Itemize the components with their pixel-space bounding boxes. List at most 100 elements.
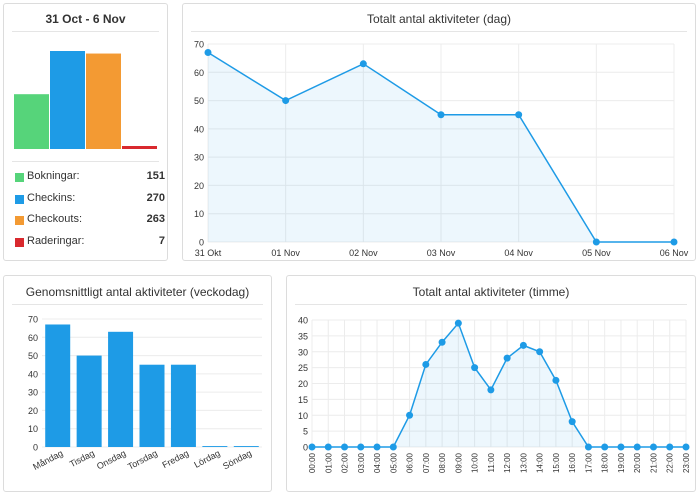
x-tick-label: Söndag xyxy=(221,448,253,471)
legend-value: 7 xyxy=(158,234,165,247)
x-tick-label: 10:00 xyxy=(471,452,480,473)
y-tick-label: 10 xyxy=(28,424,38,434)
y-tick-label: 70 xyxy=(194,40,204,50)
y-tick-label: 25 xyxy=(298,363,308,373)
x-tick-label: 13:00 xyxy=(519,452,528,473)
daily-line-chart: 0 10 20 30 40 50 60 70 31 Okt 01 Nov 02 Nov 03 Nov 0… xyxy=(194,40,689,259)
data-point xyxy=(406,411,414,419)
x-tick-label: 23:00 xyxy=(682,452,691,473)
hourly-line-chart: 0 5 10 15 20 25 30 35 40 00:00 01:00 02:00 03:00 04:0… xyxy=(298,316,691,474)
y-tick-label: 15 xyxy=(298,395,308,405)
weekday-chart-panel: Genomsnittligt antal aktiviteter (veckod… xyxy=(3,275,272,492)
bar-torsdag xyxy=(139,364,165,447)
y-tick-label: 40 xyxy=(298,316,308,326)
bar-checkins xyxy=(50,51,85,149)
data-point xyxy=(592,238,600,246)
daily-chart-panel: Totalt antal aktiviteter (dag) 0 10 20 30 40… xyxy=(182,3,696,261)
data-point xyxy=(584,443,592,451)
legend-label: Checkins: xyxy=(27,191,76,204)
legend-label: Checkouts: xyxy=(27,213,83,225)
y-tick-label: 60 xyxy=(194,68,204,78)
x-tick-label: 14:00 xyxy=(536,452,545,473)
y-tick-label: 40 xyxy=(28,369,38,379)
x-tick-label: 01:00 xyxy=(324,452,333,473)
data-point xyxy=(633,443,641,451)
x-tick-label: Lördag xyxy=(192,448,221,470)
data-point xyxy=(324,443,332,451)
bar-l-rdag xyxy=(202,446,228,447)
legend-row: Checkouts: 263 xyxy=(15,213,165,229)
x-tick-label: 02:00 xyxy=(341,452,350,473)
bar-m-ndag xyxy=(45,324,71,447)
x-tick-label: 21:00 xyxy=(649,452,658,473)
bar-checkouts xyxy=(86,53,121,149)
data-point xyxy=(204,48,212,56)
summary-panel: 31 Oct - 6 Nov Bokningar: 151 Checkins: 270… xyxy=(3,3,168,261)
data-point xyxy=(373,443,381,451)
data-point xyxy=(682,443,690,451)
x-tick-label: 00:00 xyxy=(308,452,317,473)
x-tick-label: 07:00 xyxy=(422,452,431,473)
y-tick-label: 30 xyxy=(298,347,308,357)
legend-value: 270 xyxy=(146,191,165,204)
x-tick-label: 12:00 xyxy=(503,452,512,473)
data-point xyxy=(503,354,511,362)
series-area xyxy=(312,323,686,447)
data-point xyxy=(670,238,678,246)
bar-raderingar xyxy=(122,146,157,149)
x-tick-label: 15:00 xyxy=(552,452,561,473)
y-tick-label: 0 xyxy=(33,443,38,453)
y-tick-label: 70 xyxy=(28,315,38,325)
data-point xyxy=(471,364,479,372)
x-tick-label: 16:00 xyxy=(568,452,577,473)
data-point xyxy=(357,443,365,451)
legend-swatch xyxy=(15,237,24,247)
y-tick-label: 0 xyxy=(199,238,204,248)
legend-swatch xyxy=(15,173,24,182)
data-point xyxy=(666,443,674,451)
legend-row: Checkins: 270 xyxy=(15,192,165,208)
bar-bokningar xyxy=(14,94,49,149)
data-point xyxy=(422,360,430,368)
series-area xyxy=(208,52,674,242)
x-tick-label: Torsdag xyxy=(126,448,159,472)
data-point xyxy=(454,319,462,327)
daily-chart-title: Totalt antal aktiviteter (dag) xyxy=(366,12,512,26)
x-tick-label: 17:00 xyxy=(584,452,593,473)
legend-swatch xyxy=(15,216,24,225)
y-tick-label: 50 xyxy=(194,96,204,106)
data-point xyxy=(341,443,349,451)
x-tick-label: 08:00 xyxy=(438,452,447,473)
y-tick-label: 50 xyxy=(28,351,38,361)
x-tick-label: 03 Nov xyxy=(427,248,456,258)
legend-value: 263 xyxy=(146,213,165,225)
legend-value: 151 xyxy=(146,170,165,182)
data-point xyxy=(601,443,609,451)
x-tick-label: Fredag xyxy=(160,448,190,470)
data-point xyxy=(437,111,445,119)
weekday-chart-title: Genomsnittligt antal aktiviteter (veckod… xyxy=(25,285,250,299)
summary-title: 31 Oct - 6 Nov xyxy=(45,12,126,26)
hourly-chart-panel: Totalt antal aktiviteter (timme) 0 5 10 15 2… xyxy=(286,275,696,492)
x-tick-label: 06 Nov xyxy=(660,248,689,258)
data-point xyxy=(568,418,576,426)
x-tick-label: 06:00 xyxy=(406,452,415,473)
data-point xyxy=(536,348,544,356)
y-tick-label: 20 xyxy=(298,379,308,389)
bar-tisdag xyxy=(76,355,102,447)
legend-row: Bokningar: 151 xyxy=(15,170,165,186)
data-point xyxy=(282,97,290,105)
bar-s-ndag xyxy=(233,446,259,447)
hourly-chart-title: Totalt antal aktiviteter (timme) xyxy=(412,285,570,299)
legend-label: Raderingar: xyxy=(27,234,85,247)
y-tick-label: 0 xyxy=(303,443,308,453)
y-tick-label: 40 xyxy=(194,124,204,134)
data-point xyxy=(438,338,446,346)
bar-onsdag xyxy=(108,331,134,447)
data-point xyxy=(552,376,560,384)
y-tick-label: 5 xyxy=(303,427,308,437)
x-tick-label: 31 Okt xyxy=(195,248,222,258)
y-tick-label: 20 xyxy=(194,181,204,191)
data-point xyxy=(389,443,397,451)
x-tick-label: 22:00 xyxy=(666,452,675,473)
